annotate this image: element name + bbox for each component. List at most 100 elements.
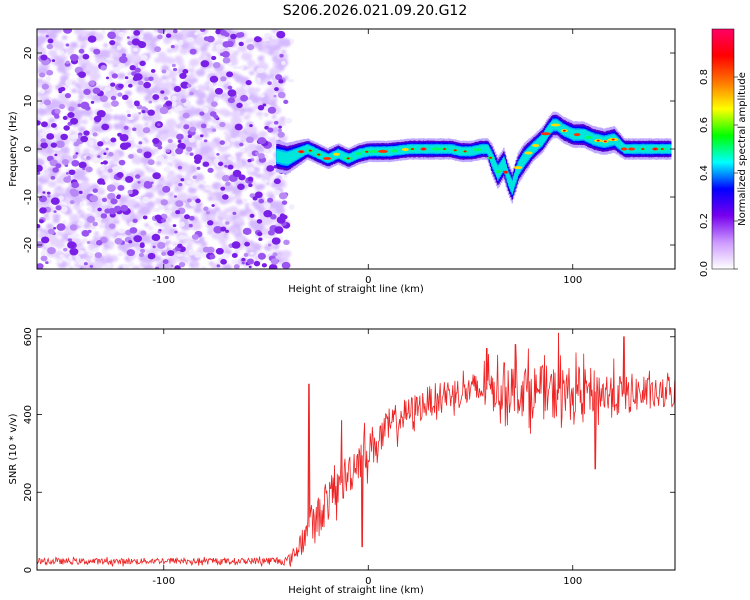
ridge-column: [333, 151, 336, 160]
noise-blob: [167, 250, 175, 257]
noise-blob: [247, 65, 252, 70]
noise-blob: [139, 252, 145, 258]
noise-blob: [89, 129, 95, 133]
noise-blob-faint: [230, 137, 237, 142]
noise-blob: [246, 44, 255, 51]
ridge-column: [315, 149, 318, 158]
noise-blob-faint: [129, 262, 135, 266]
noise-blob: [147, 252, 156, 260]
ridge-column: [470, 147, 473, 156]
noise-blob: [61, 35, 68, 40]
noise-blob: [261, 216, 274, 226]
noise-blob: [63, 29, 73, 34]
ridge-column: [401, 145, 403, 154]
noise-blob: [111, 100, 119, 107]
snr-spikes: [308, 332, 625, 547]
noise-blob: [157, 34, 163, 40]
noise-blob: [161, 69, 167, 74]
ridge-column: [548, 124, 551, 135]
noise-blob: [233, 114, 239, 120]
noise-blob-faint: [118, 31, 126, 38]
noise-blob: [117, 185, 125, 191]
noise-blob: [271, 201, 282, 210]
ridge-column: [513, 173, 516, 186]
noise-blob: [182, 112, 190, 119]
ridge-hotspot: [333, 152, 341, 156]
noise-blob-faint: [111, 166, 119, 172]
ridge-column: [331, 152, 334, 161]
noise-blob: [264, 125, 269, 130]
ridge-column: [543, 131, 546, 142]
ridge-column: [487, 146, 490, 155]
noise-blob: [245, 113, 251, 119]
noise-blob: [211, 204, 215, 207]
noise-blob: [258, 198, 265, 204]
ridge-column: [539, 137, 541, 148]
ridge-column: [551, 121, 553, 132]
noise-blob: [221, 50, 230, 58]
noise-blob: [276, 175, 282, 179]
noise-blob: [124, 142, 132, 148]
noise-blob: [107, 240, 116, 247]
snr-ylabel: SNR (10 * v/v): [8, 413, 19, 484]
noise-blob: [68, 169, 76, 176]
noise-blob-faint: [88, 149, 96, 154]
noise-blob: [193, 206, 203, 214]
noise-blob: [37, 158, 45, 167]
ridge-column: [324, 153, 326, 161]
noise-blob-faint: [274, 135, 280, 140]
noise-blob-faint: [99, 166, 105, 172]
noise-blob: [118, 159, 126, 166]
ridge-column: [511, 181, 514, 194]
noise-blob: [89, 116, 95, 121]
noise-blob: [108, 160, 114, 165]
ridge-column: [581, 129, 583, 140]
noise-blob: [83, 88, 91, 95]
noise-blob: [97, 141, 104, 147]
noise-blob-faint: [117, 228, 126, 234]
noise-blob: [139, 206, 151, 216]
noise-blob: [161, 218, 166, 223]
noise-blob: [65, 172, 69, 175]
noise-blob: [82, 148, 91, 155]
noise-blob: [60, 133, 68, 141]
noise-blob: [70, 117, 79, 125]
ridge-column: [569, 128, 571, 138]
noise-blob: [103, 152, 107, 156]
noise-blob-faint: [288, 204, 295, 210]
noise-blob: [126, 36, 130, 39]
noise-blob: [108, 152, 114, 157]
noise-blob: [160, 90, 165, 94]
noise-blob-faint: [165, 209, 172, 214]
noise-blob: [144, 122, 149, 126]
noise-blob: [212, 137, 221, 144]
noise-blob: [267, 243, 272, 247]
noise-blob: [144, 223, 150, 227]
noise-blob: [101, 197, 108, 203]
noise-blob-faint: [192, 183, 197, 189]
noise-blob: [81, 119, 88, 125]
noise-blob: [155, 77, 163, 84]
noise-blob: [173, 85, 182, 93]
ridge-column: [397, 146, 400, 154]
snr-xlabel: Height of straight line (km): [288, 585, 424, 596]
noise-blob: [107, 168, 113, 173]
noise-blob: [103, 43, 109, 48]
colorbar-tick-label: 0.8: [699, 69, 710, 85]
ridge-column: [530, 145, 533, 156]
colorbar-tick-label: 0.2: [699, 213, 710, 229]
noise-blob: [143, 151, 152, 159]
noise-blob: [208, 214, 216, 220]
noise-blob: [186, 146, 193, 152]
noise-blob: [112, 51, 121, 58]
noise-blob: [249, 124, 253, 128]
noise-blob-faint: [177, 105, 183, 111]
x-tick-label: 100: [563, 275, 582, 286]
noise-blob: [127, 113, 131, 118]
ridge-hotspot: [585, 135, 593, 139]
ridge-column: [416, 144, 419, 154]
noise-blob: [48, 49, 58, 57]
noise-blob: [222, 263, 232, 269]
noise-blob-faint: [284, 117, 293, 124]
noise-blob: [37, 92, 40, 97]
